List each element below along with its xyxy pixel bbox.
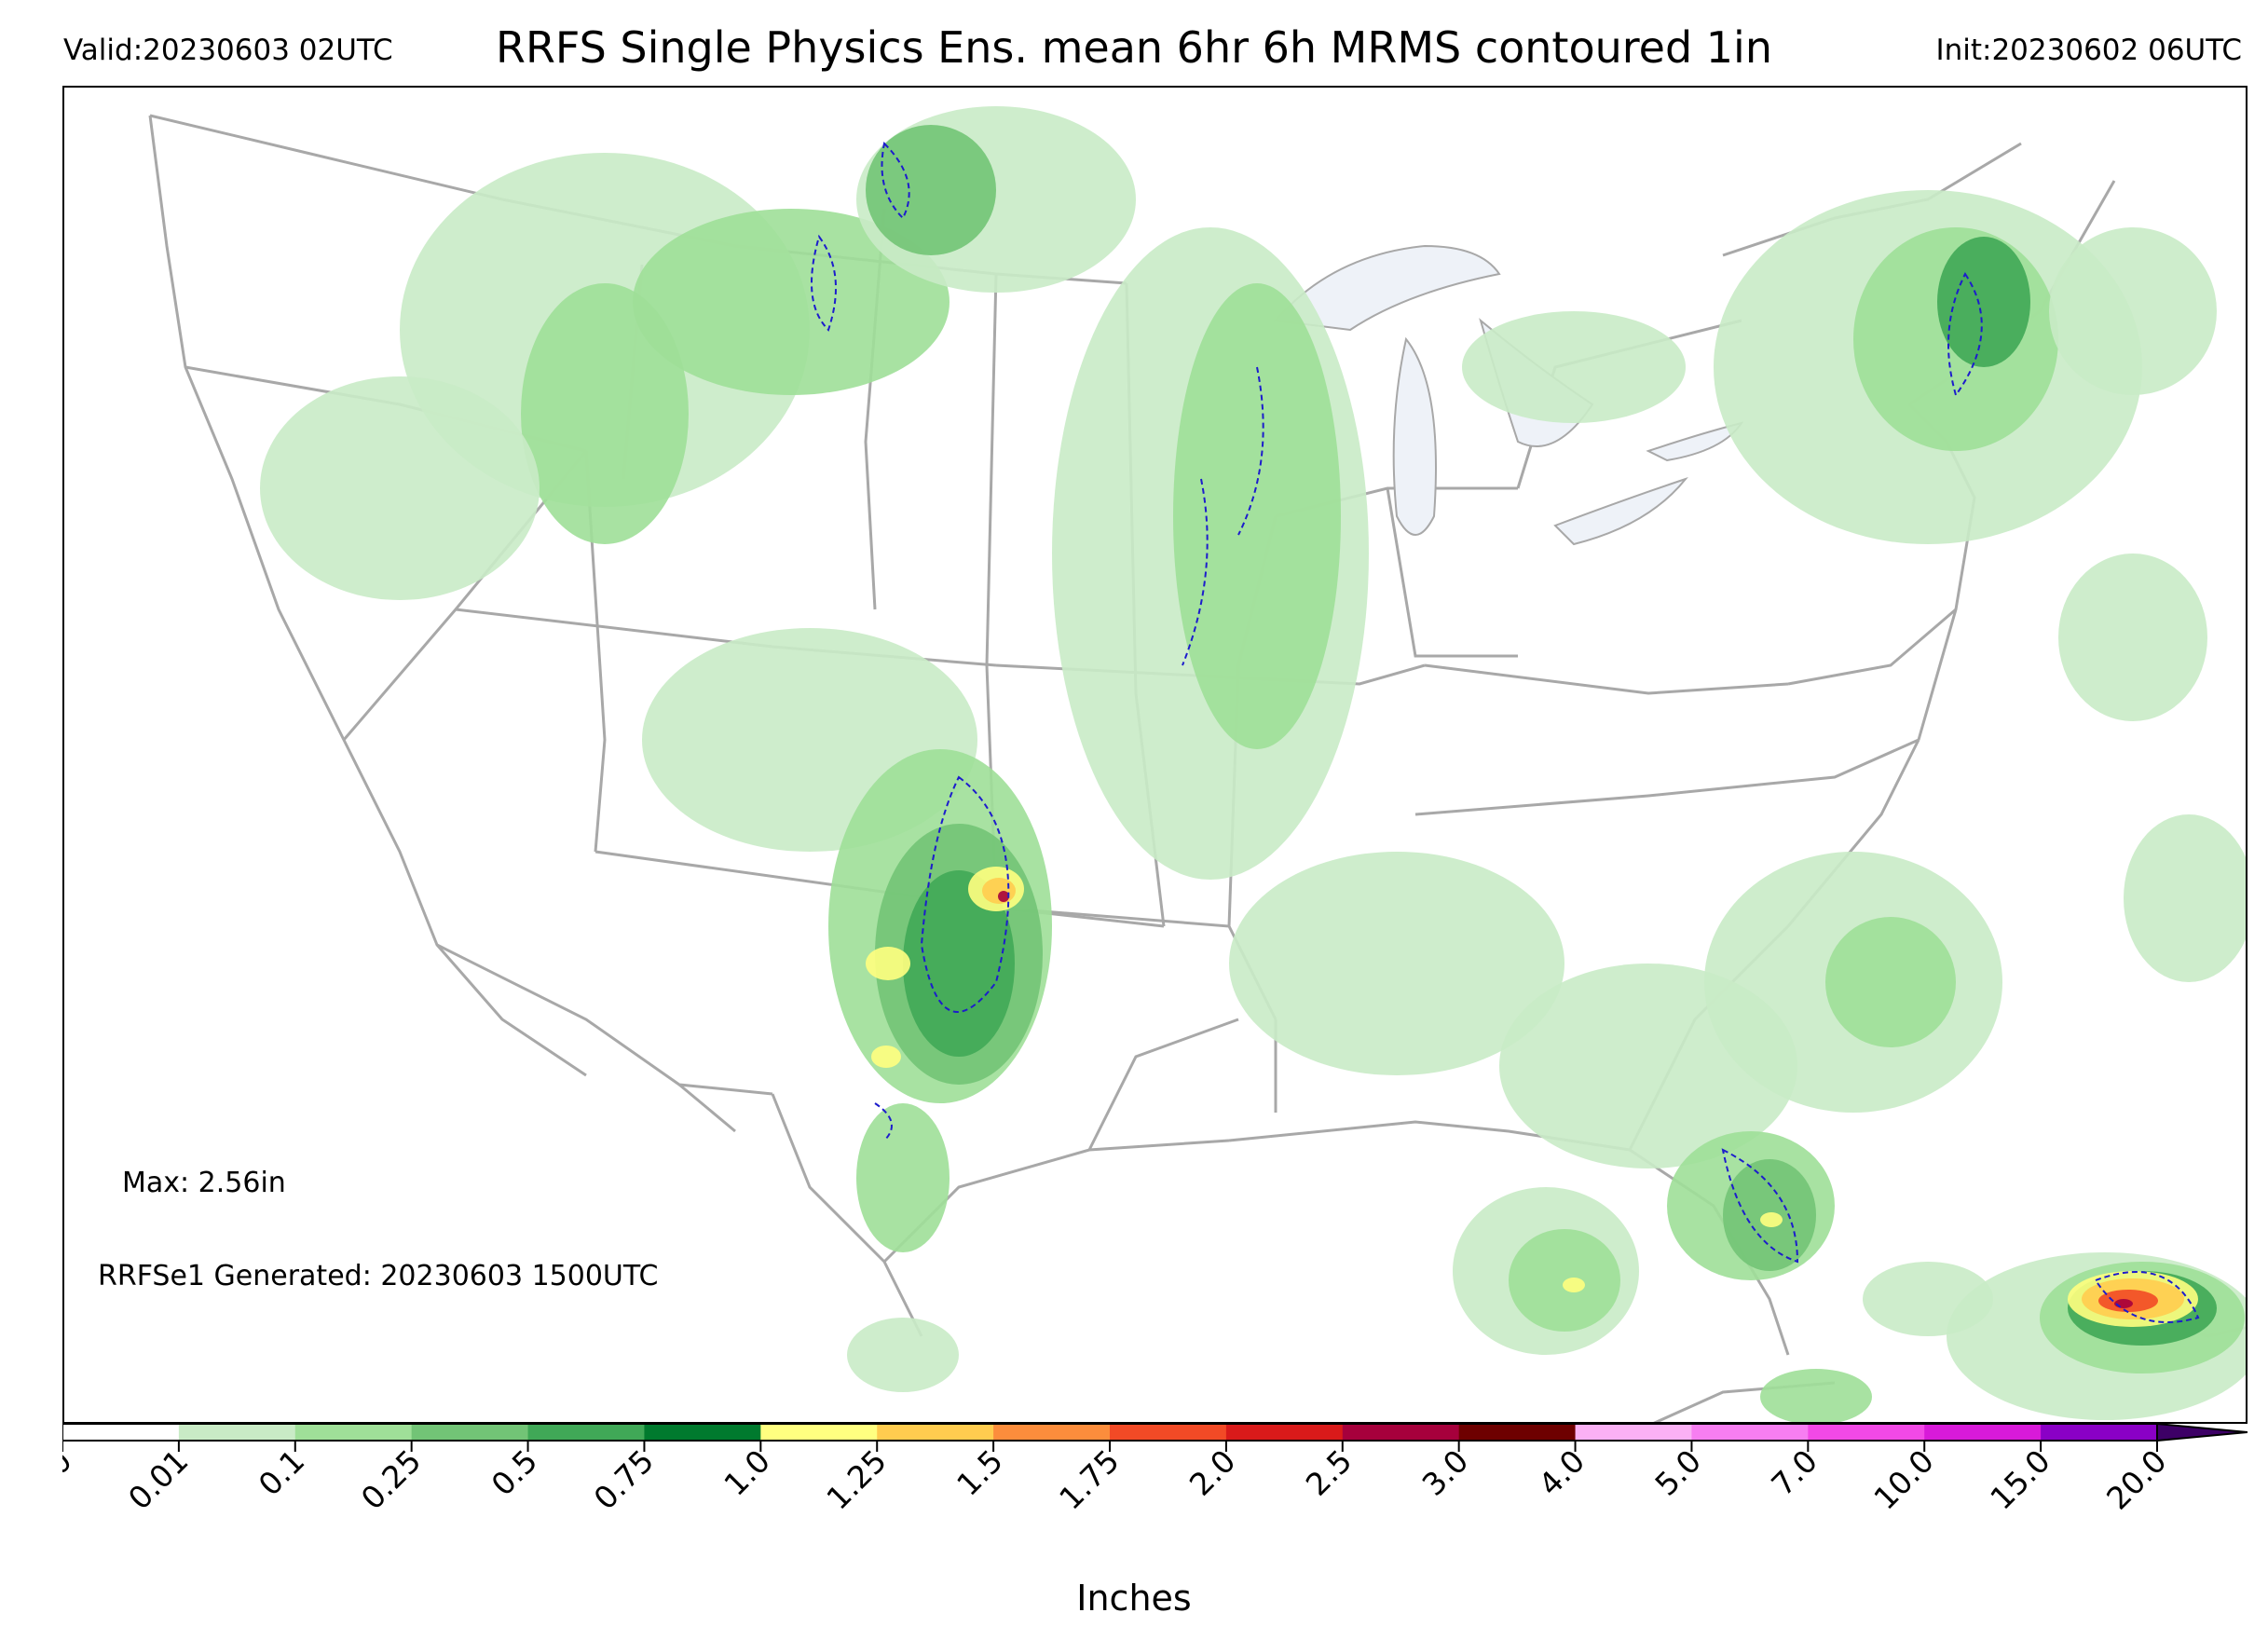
precip-area-strong: [1937, 237, 2030, 367]
map-canvas: [148, 106, 2246, 1422]
colorbar-cell: [1110, 1424, 1227, 1441]
colorbar-cells: [62, 1424, 2158, 1441]
colorbar-tick-label: 15.0: [1983, 1442, 2057, 1517]
contour-line: [811, 234, 837, 332]
colorbar-tick-label: 0.1: [252, 1442, 312, 1503]
contour-line: [2094, 1271, 2200, 1323]
colorbar: 0.0 0.01 0.1 0.25 0.5 0.75 1.0 1.25 1.5 1.75 2.0 2.…: [62, 1424, 2248, 1517]
precip-area-light: [260, 376, 540, 600]
colorbar-cell: [1691, 1424, 1809, 1441]
colorbar-tick-label: 1.0: [717, 1442, 777, 1503]
precip-area-strong: [903, 870, 1015, 1057]
colorbar-tick-label: 20.0: [2099, 1442, 2174, 1517]
lake-shape: [1553, 476, 1688, 546]
colorbar-tick-label: 5.0: [1647, 1442, 1708, 1503]
precip-area-mid2: [866, 125, 996, 255]
colorbar-tick-label: 7.0: [1764, 1442, 1824, 1503]
colorbar-tick-label: 1.5: [950, 1442, 1010, 1503]
colorbar-cell: [644, 1424, 761, 1441]
colorbar-cell: [1225, 1424, 1344, 1441]
colorbar-label: Inches: [1076, 1578, 1192, 1619]
precip-area-maroon: [998, 891, 1009, 902]
colorbar-tick-label: 2.0: [1182, 1442, 1243, 1503]
precip-map[interactable]: Max: 2.56in RRFSe1 Generated: 20230603 1…: [62, 86, 2248, 1424]
colorbar-tick-label: 10.0: [1866, 1442, 1941, 1517]
valid-time-label: Valid:20230603 02UTC: [63, 34, 393, 67]
colorbar-tick-label: 0.25: [354, 1442, 429, 1517]
precip-area-mid: [856, 1103, 950, 1252]
colorbar-cell: [1808, 1424, 1925, 1441]
precipitation-shading: [260, 106, 2246, 1422]
colorbar-cell: [993, 1424, 1111, 1441]
precip-area-mid: [633, 209, 950, 395]
colorbar-cell: [527, 1424, 646, 1441]
colorbar-tick-label: 2.5: [1299, 1442, 1359, 1503]
colorbar-tick-labels: 0.0 0.01 0.1 0.25 0.5 0.75 1.0 1.25 1.5 1.75 2.0 2.…: [62, 1441, 2174, 1517]
colorbar-cell: [760, 1424, 878, 1441]
colorbar-tick-label: 0.0: [62, 1442, 79, 1503]
colorbar-cell: [1458, 1424, 1577, 1441]
colorbar-cell: [178, 1424, 296, 1441]
precip-area-mid: [1173, 283, 1341, 749]
colorbar-tick-label: 1.75: [1052, 1442, 1127, 1517]
colorbar-tick-label: 3.0: [1415, 1442, 1476, 1503]
precip-area-light: [1229, 852, 1564, 1075]
contour-line: [1947, 272, 1983, 398]
colorbar-cell: [1575, 1424, 1693, 1441]
init-time-label: Init:20230602 06UTC: [1935, 34, 2242, 67]
precip-area-mid: [1825, 917, 1956, 1047]
precip-area-mid: [521, 283, 689, 544]
colorbar-tick-label: 1.25: [819, 1442, 894, 1517]
precip-area-orange: [982, 878, 1016, 904]
colorbar-tick-label: 0.01: [121, 1442, 196, 1517]
contour-line: [881, 141, 910, 220]
precip-area-light: [2058, 554, 2207, 721]
precip-area-light: [1863, 1262, 1993, 1336]
colorbar-cell: [62, 1424, 180, 1441]
precip-area-light: [1462, 311, 1686, 423]
contour-line: [874, 1102, 893, 1141]
colorbar-cell: [877, 1424, 994, 1441]
chart-title: RRFS Single Physics Ens. mean 6hr 6h MRM…: [496, 22, 1772, 73]
max-value-label: Max: 2.56in: [122, 1167, 286, 1199]
lake-shape: [1274, 244, 1501, 332]
precip-area-yellow: [866, 947, 910, 980]
colorbar-tick-label: 0.5: [485, 1442, 545, 1503]
generated-label: RRFSe1 Generated: 20230603 1500UTC: [98, 1260, 659, 1292]
colorbar-cell: [1924, 1424, 2042, 1441]
colorbar-tick-label: 0.75: [587, 1442, 662, 1517]
colorbar-cell: [1342, 1424, 1460, 1441]
lake-shape: [1392, 336, 1437, 536]
precip-area-light: [2049, 227, 2217, 395]
contour-line: [1721, 1148, 1799, 1264]
precip-area-mid: [1509, 1229, 1620, 1332]
colorbar-extend-arrow: [2156, 1424, 2248, 1442]
colorbar-tick-label: 4.0: [1532, 1442, 1592, 1503]
colorbar-cell: [411, 1424, 529, 1441]
contour-line: [920, 775, 1010, 1013]
precip-area-yellow: [871, 1046, 901, 1068]
precip-area-yellow: [1563, 1278, 1585, 1292]
precip-area-light: [2124, 814, 2246, 982]
contour-line: [1237, 366, 1264, 536]
precip-area-mid: [1760, 1369, 1872, 1422]
precip-area-light: [847, 1318, 959, 1392]
precip-area-yellow: [1760, 1212, 1783, 1227]
colorbar-cell: [294, 1424, 413, 1441]
colorbar-cell: [2041, 1424, 2158, 1441]
mrms-1in-contours: [811, 141, 2200, 1323]
contour-line: [1182, 478, 1209, 666]
